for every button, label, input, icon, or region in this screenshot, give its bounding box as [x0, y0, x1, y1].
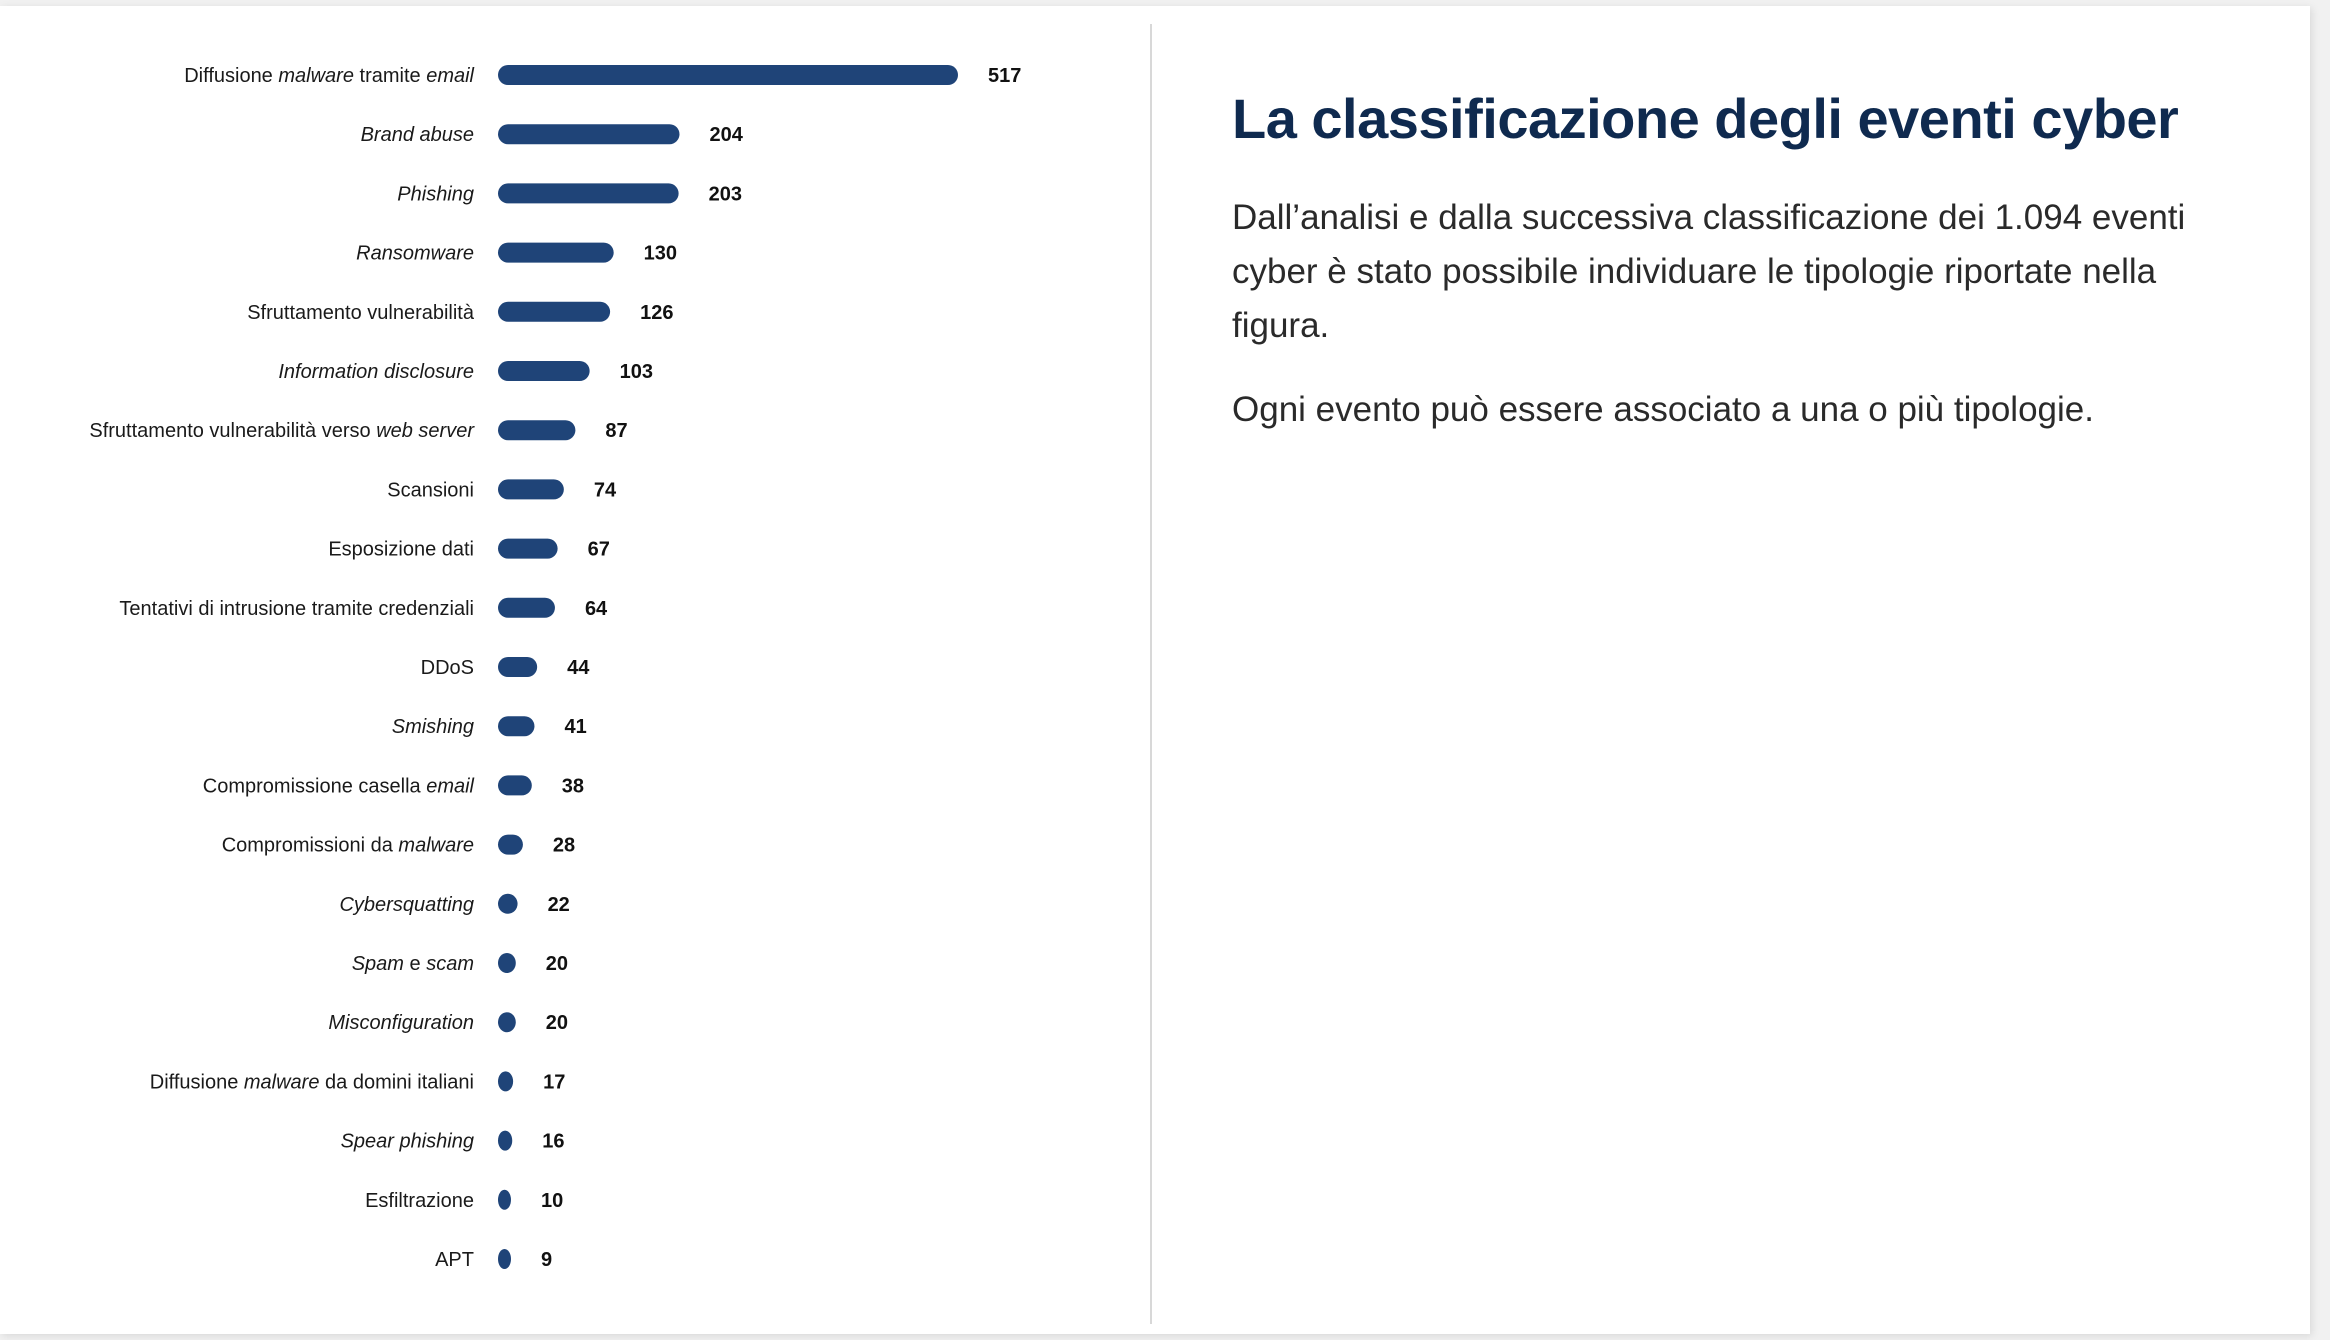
value-label: 16	[542, 1131, 564, 1153]
value-label: 10	[541, 1190, 563, 1212]
bar-row: Compromissione casella email 38	[203, 775, 584, 797]
category-label: Scansioni	[387, 479, 474, 501]
bar	[498, 893, 518, 914]
category-label: APT	[435, 1249, 474, 1271]
intro-paragraph: Dall’analisi e dalla successiva classifi…	[1232, 198, 2186, 345]
bar	[498, 420, 576, 441]
category-label: Compromissioni da malware	[222, 835, 474, 857]
category-label: Phishing	[397, 183, 474, 205]
value-label: 28	[553, 835, 575, 857]
value-label: 204	[710, 124, 744, 146]
value-label: 87	[605, 420, 627, 442]
value-label: 64	[585, 598, 608, 620]
bar-row: Sfruttamento vulnerabilità verso web ser…	[89, 420, 628, 442]
bar	[498, 124, 680, 145]
bar-row: Esfiltrazione 10	[365, 1189, 563, 1212]
category-label: DDoS	[421, 657, 474, 679]
page: Diffusione malware tramite email 517 Brand…	[0, 6, 2310, 1334]
category-label: Compromissione casella email	[203, 775, 475, 797]
category-label: Ransomware	[356, 243, 474, 265]
bar	[498, 1012, 516, 1033]
bar	[498, 538, 558, 559]
category-label: Misconfiguration	[328, 1012, 474, 1034]
bar-row: APT 9	[435, 1249, 552, 1271]
category-label: Spear phishing	[341, 1131, 474, 1153]
category-label: Sfruttamento vulnerabilità	[247, 302, 475, 324]
value-label: 22	[548, 894, 570, 916]
value-label: 9	[541, 1249, 552, 1271]
bar	[498, 183, 679, 204]
category-label: Spam e scam	[352, 953, 474, 975]
bar	[498, 597, 555, 618]
bar	[498, 301, 611, 322]
category-label: Esposizione dati	[328, 539, 474, 561]
bar-row: Diffusione malware tramite email 517	[184, 65, 1021, 87]
chart-panel: Diffusione malware tramite email 517 Brand…	[0, 6, 1150, 1334]
category-label: Tentativi di intrusione tramite credenzi…	[119, 598, 474, 620]
bar	[498, 65, 958, 85]
bar-row: Smishing 41	[392, 716, 587, 738]
bar-row: Misconfiguration 20	[328, 1012, 568, 1034]
category-label: Brand abuse	[361, 124, 474, 146]
bar-row: Spam e scam 20	[352, 953, 568, 975]
value-label: 44	[567, 657, 590, 679]
bar-row: Scansioni 74	[387, 479, 617, 501]
divider	[1150, 24, 1152, 1324]
bar	[498, 1130, 513, 1151]
bar	[498, 775, 532, 796]
category-label: Smishing	[392, 716, 474, 738]
bar-row: Phishing 203	[397, 183, 742, 205]
bar-chart: Diffusione malware tramite email 517 Brand…	[89, 65, 1021, 1271]
category-label: Esfiltrazione	[365, 1190, 474, 1212]
bar-row: Compromissioni da malware 28	[222, 834, 575, 857]
text-panel: La classificazione degli eventi cyber Da…	[1232, 86, 2232, 467]
value-label: 20	[546, 1012, 568, 1034]
value-label: 41	[564, 716, 586, 738]
value-label: 38	[562, 775, 584, 797]
bar-row: Spear phishing 16	[341, 1130, 564, 1153]
value-label: 17	[543, 1071, 565, 1093]
bar	[498, 361, 590, 381]
bar	[498, 242, 614, 263]
value-label: 517	[988, 65, 1021, 87]
category-label: Information disclosure	[278, 361, 474, 383]
value-label: 103	[620, 361, 653, 383]
bar	[498, 953, 516, 973]
bar-row: Brand abuse 204	[361, 124, 744, 146]
bar-row: Diffusione malware da domini italiani 17	[150, 1071, 565, 1093]
bar-row: Information disclosure 103	[278, 361, 653, 383]
bar-row: Cybersquatting 22	[339, 893, 570, 916]
value-label: 20	[546, 953, 568, 975]
value-label: 130	[644, 243, 677, 265]
bar-row: DDoS 44	[421, 657, 590, 679]
category-label: Diffusione malware da domini italiani	[150, 1071, 474, 1093]
category-label: Diffusione malware tramite email	[184, 65, 474, 87]
page-title: La classificazione degli eventi cyber	[1232, 87, 2179, 150]
category-label: Cybersquatting	[339, 894, 474, 916]
note-paragraph: Ogni evento può essere associato a una o…	[1232, 390, 2094, 429]
bar-row: Ransomware 130	[356, 242, 677, 265]
bar	[498, 1071, 514, 1092]
bar-row: Sfruttamento vulnerabilità 126	[247, 301, 673, 324]
category-label: Sfruttamento vulnerabilità verso web ser…	[89, 420, 475, 442]
value-label: 203	[709, 183, 742, 205]
bar	[498, 479, 564, 500]
bar	[498, 657, 538, 677]
value-label: 74	[594, 479, 617, 501]
bar	[498, 1249, 511, 1269]
value-label: 126	[640, 302, 673, 324]
bar-row: Esposizione dati 67	[328, 538, 610, 561]
bar	[498, 1189, 511, 1210]
bar	[498, 716, 535, 737]
value-label: 67	[588, 539, 610, 561]
bar	[498, 834, 523, 855]
bar-row: Tentativi di intrusione tramite credenzi…	[119, 597, 608, 620]
